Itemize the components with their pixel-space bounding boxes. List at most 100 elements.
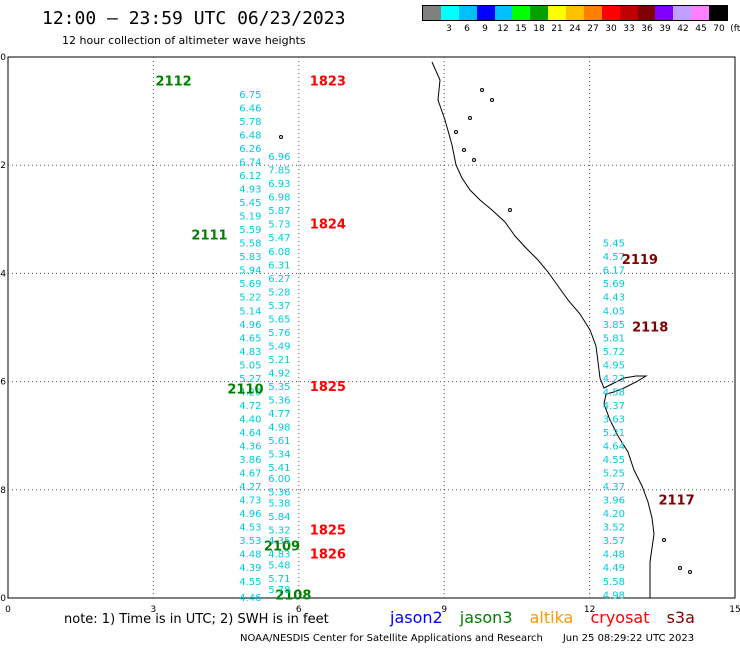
swh-value: 4.48	[239, 550, 261, 561]
swh-value: 5.71	[268, 574, 290, 585]
color-swatch	[601, 6, 620, 20]
swh-value: 3.57	[603, 536, 625, 547]
color-swatch	[673, 6, 692, 20]
swh-value: 4.64	[603, 442, 625, 453]
color-swatch	[423, 6, 441, 20]
swh-value: 5.36	[268, 396, 290, 407]
altimeter-tracks: 4.46 4.55 4.39 4.48 3.53 4.53 4.96 4.73 4.27 4.67…	[156, 74, 695, 604]
swh-value: 4.36	[239, 442, 261, 453]
swh-value: 4.39	[239, 563, 261, 574]
pass-number: 2111	[191, 229, 227, 244]
x-tick-label: 0	[5, 605, 11, 615]
legend-altika: altika	[529, 608, 574, 627]
swh-value: 5.58	[603, 577, 625, 588]
swh-value: 3.63	[603, 414, 625, 425]
swh-value: 3.86	[239, 455, 261, 466]
color-swatch	[548, 6, 566, 20]
pass-number: 2119	[622, 253, 658, 268]
pass-number: 2109	[264, 540, 300, 555]
swh-value: 6.98	[268, 193, 290, 204]
color-scale-label: 33	[623, 24, 635, 34]
swh-value: 5.78	[239, 117, 261, 128]
swh-value: 5.58	[239, 239, 261, 250]
y-tick-label: -8	[0, 486, 6, 496]
coastline	[279, 61, 692, 598]
color-swatch	[458, 6, 477, 20]
color-scale-label: 36	[641, 24, 653, 34]
timestamp: Jun 25 08:29:22 UTC 2023	[562, 633, 695, 644]
footnote: note: 1) Time is in UTC; 2) SWH is in fe…	[64, 612, 329, 627]
coastline-path	[431, 61, 655, 598]
x-tick-label: 9	[441, 605, 447, 615]
color-scale-label: 15	[515, 24, 527, 34]
swh-value: 5.87	[268, 206, 290, 217]
color-scale-label: 24	[569, 24, 581, 34]
island	[662, 538, 666, 542]
swh-value: 4.58	[603, 387, 625, 398]
pass-number: 1825	[310, 523, 346, 538]
swh-value: 5.49	[268, 341, 290, 352]
island	[468, 116, 472, 120]
pass-number: 1825	[310, 380, 346, 395]
x-tick-label: 12	[584, 605, 595, 615]
swh-value: 5.84	[268, 512, 290, 523]
color-scale-label: 42	[677, 24, 689, 34]
color-scale-bar	[422, 5, 728, 21]
swh-value: 6.08	[268, 247, 290, 258]
color-scale-label: 27	[587, 24, 599, 34]
swh-value: 5.14	[239, 306, 261, 317]
island	[472, 158, 476, 162]
color-swatch	[583, 6, 602, 20]
color-swatch	[709, 6, 727, 20]
swh-value: 5.41	[268, 463, 290, 474]
x-tick-label: 15	[729, 605, 740, 615]
pass-number: 1823	[310, 74, 346, 89]
swh-value: 4.55	[239, 577, 261, 588]
island	[688, 570, 692, 574]
swh-value: 5.45	[603, 239, 625, 250]
swh-value: 5.48	[268, 561, 290, 572]
swh-value: 6.27	[268, 274, 290, 285]
credit-text: NOAA/NESDIS Center for Satellite Applica…	[240, 633, 543, 644]
map-frame	[7, 56, 736, 599]
color-swatch	[619, 6, 638, 20]
swh-value: 7.85	[268, 166, 290, 177]
swh-value: 6.46	[239, 103, 261, 114]
island	[678, 566, 682, 570]
swh-value: 4.93	[239, 185, 261, 196]
legend-jason2: jason2	[390, 608, 443, 627]
swh-value: 5.21	[603, 428, 625, 439]
swh-value: 3.96	[603, 496, 625, 507]
swh-value: 5.45	[239, 198, 261, 209]
color-scale-label: 12	[497, 24, 509, 34]
pass-number: 1824	[310, 218, 346, 233]
y-tick-label: -2	[0, 161, 6, 171]
swh-value: 6.12	[239, 171, 261, 182]
swh-value: 4.64	[239, 428, 261, 439]
island	[480, 88, 484, 92]
swh-value: 4.55	[603, 455, 625, 466]
satellite-legend: jason2 jason3 altika cryosat s3a	[390, 608, 707, 627]
swh-value: 5.94	[239, 266, 261, 277]
swh-value: 4.65	[239, 333, 261, 344]
axis-ticks: 0 3 6 9 12 15 0 -2 -4 -6 -8 -10	[0, 53, 740, 615]
swh-value: 5.28	[268, 287, 290, 298]
pass-number: 2110	[227, 383, 263, 398]
x-tick-label: 3	[151, 605, 157, 615]
swh-value: 5.76	[268, 328, 290, 339]
island	[454, 130, 458, 134]
color-swatch	[512, 6, 531, 20]
swh-value: 4.77	[268, 409, 290, 420]
color-swatch	[530, 6, 549, 20]
swh-value: 5.38	[268, 498, 290, 509]
pass-number: 2108	[275, 588, 311, 603]
swh-value: 4.98	[603, 590, 625, 601]
swh-value: 6.48	[239, 130, 261, 141]
color-scale-label: 39	[659, 24, 671, 34]
y-tick-label: -10	[0, 594, 6, 604]
y-tick-label: -6	[0, 378, 6, 388]
color-swatch	[566, 6, 584, 20]
swh-value: 3.85	[603, 320, 625, 331]
